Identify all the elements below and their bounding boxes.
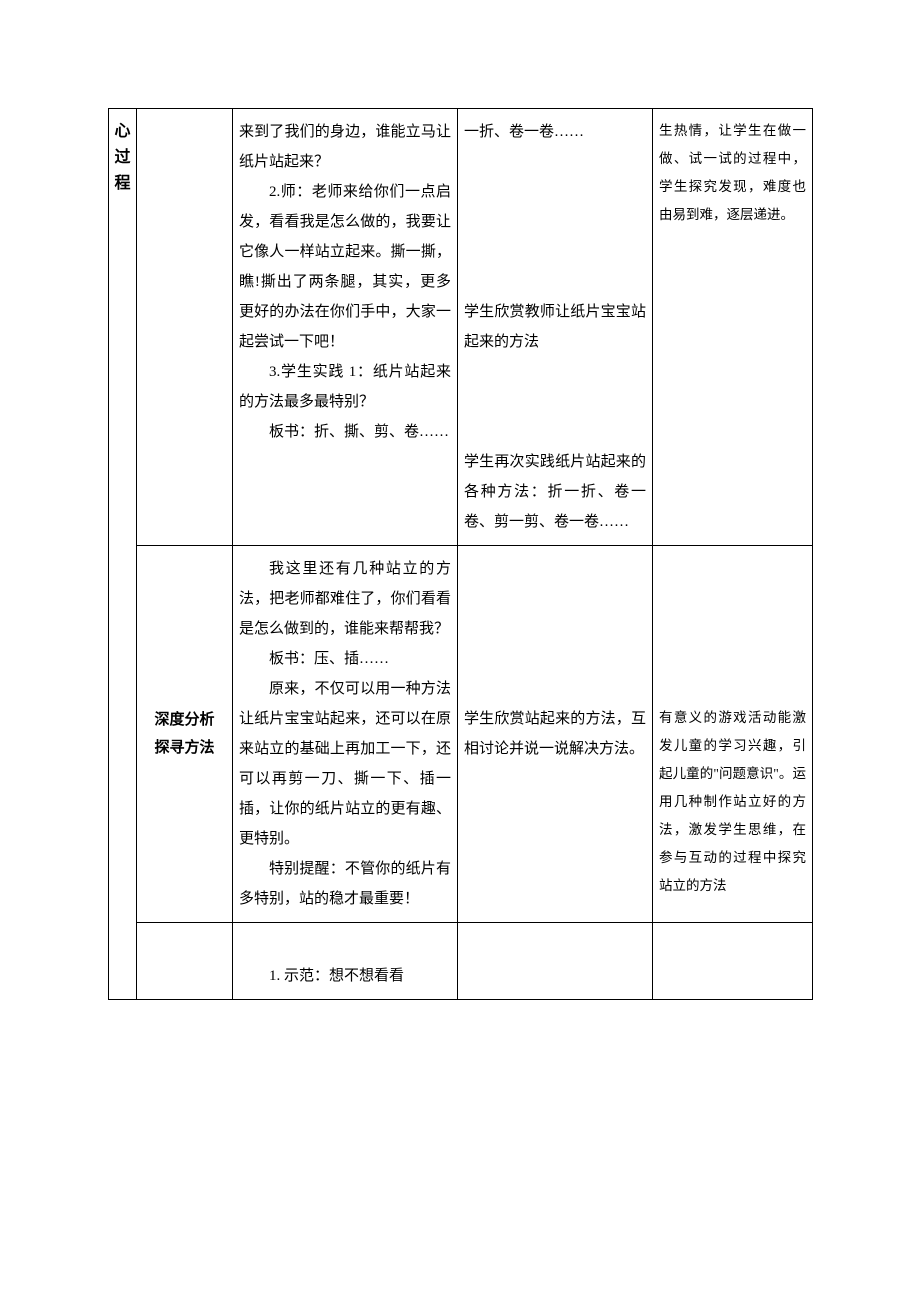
teacher-text: 2.师：老师来给你们一点启发，看看我是怎么做的，我要让它像人一样站立起来。撕一撕… [239,177,451,357]
left-label-char: 程 [113,171,132,197]
design-intent-cell [653,923,813,1000]
left-label-char: 心 [113,119,132,145]
stage-cell [137,109,233,546]
lesson-plan-table: 心 过 程 来到了我们的身边，谁能立马让纸片站起来？ 2.师：老师来给你们一点启… [108,108,813,1000]
teacher-text: 我这里还有几种站立的方法，把老师都难住了，你们看看是怎么做到的，谁能来帮帮我？ [239,554,451,644]
design-intent-cell: 有意义的游戏活动能激发儿童的学习兴趣，引起儿童的"问题意识"。运用几种制作站立好… [653,546,813,923]
student-text: 学生欣赏站起来的方法，互相讨论并说一说解决方法。 [464,704,646,764]
teacher-text: 特别提醒：不管你的纸片有多特别，站的稳才最重要！ [239,854,451,914]
left-label-cell: 心 过 程 [109,109,137,1000]
stage-label: 深度分析 [141,706,228,734]
teacher-activity-cell: 我这里还有几种站立的方法，把老师都难住了，你们看看是怎么做到的，谁能来帮帮我？ … [233,546,458,923]
teacher-text: 3.学生实践 1：纸片站起来的方法最多最特别？ [239,357,451,417]
teacher-activity-cell: 1. 示范：想不想看看 [233,923,458,1000]
table-row: 1. 示范：想不想看看 [109,923,813,1000]
stage-label: 探寻方法 [141,734,228,762]
student-activity-cell [458,923,653,1000]
intent-text: 有意义的游戏活动能激发儿童的学习兴趣，引起儿童的"问题意识"。运用几种制作站立好… [659,704,806,900]
teacher-text: 1. 示范：想不想看看 [239,961,451,991]
table-row: 心 过 程 来到了我们的身边，谁能立马让纸片站起来？ 2.师：老师来给你们一点启… [109,109,813,546]
student-text: 学生再次实践纸片站起来的各种方法：折一折、卷一卷、剪一剪、卷一卷…… [464,447,646,537]
teacher-activity-cell: 来到了我们的身边，谁能立马让纸片站起来？ 2.师：老师来给你们一点启发，看看我是… [233,109,458,546]
design-intent-cell: 生热情，让学生在做一做、试一试的过程中，学生探究发现，难度也由易到难，逐层递进。 [653,109,813,546]
stage-cell: 深度分析 探寻方法 [137,546,233,923]
table-row: 深度分析 探寻方法 我这里还有几种站立的方法，把老师都难住了，你们看看是怎么做到… [109,546,813,923]
student-text: 一折、卷一卷…… [464,117,646,147]
intent-text: 生热情，让学生在做一做、试一试的过程中，学生探究发现，难度也由易到难，逐层递进。 [659,117,806,229]
left-label-char: 过 [113,145,132,171]
stage-cell [137,923,233,1000]
teacher-text: 来到了我们的身边，谁能立马让纸片站起来？ [239,117,451,177]
teacher-text: 原来，不仅可以用一种方法让纸片宝宝站起来，还可以在原来站立的基础上再加工一下，还… [239,674,451,854]
student-activity-cell: 一折、卷一卷…… 学生欣赏教师让纸片宝宝站起来的方法 学生再次实践纸片站起来的各… [458,109,653,546]
student-activity-cell: 学生欣赏站起来的方法，互相讨论并说一说解决方法。 [458,546,653,923]
teacher-text: 板书：折、撕、剪、卷…… [239,417,451,447]
teacher-text: 板书：压、插…… [239,644,451,674]
student-text: 学生欣赏教师让纸片宝宝站起来的方法 [464,297,646,357]
